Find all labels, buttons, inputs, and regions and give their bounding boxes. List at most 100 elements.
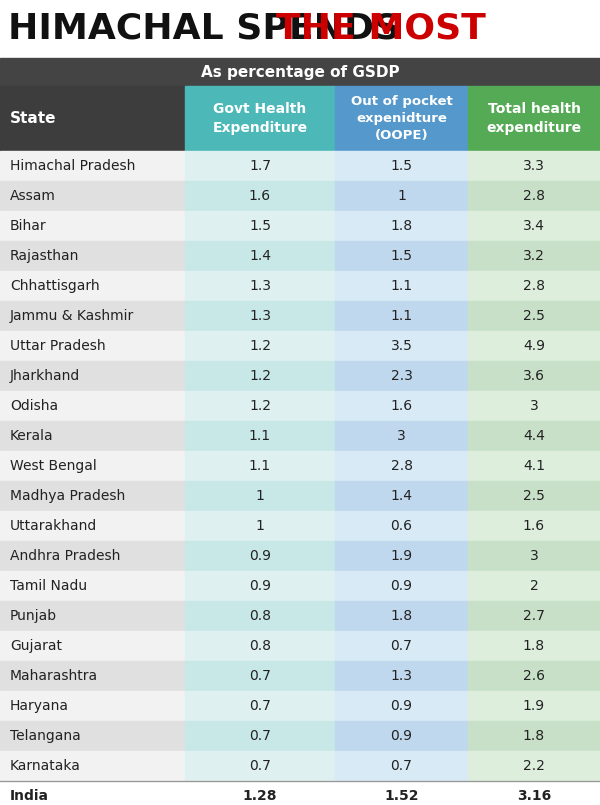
Text: 1.1: 1.1 bbox=[391, 279, 413, 293]
Bar bbox=[0, 721, 185, 751]
Text: 3: 3 bbox=[530, 549, 538, 563]
Bar bbox=[335, 271, 468, 301]
Bar bbox=[185, 271, 335, 301]
Bar bbox=[335, 86, 468, 151]
Text: 3: 3 bbox=[397, 429, 406, 443]
Text: Odisha: Odisha bbox=[10, 399, 58, 413]
Bar bbox=[468, 721, 600, 751]
Bar bbox=[468, 691, 600, 721]
Text: 2.8: 2.8 bbox=[523, 189, 545, 203]
Bar bbox=[0, 421, 185, 451]
Bar bbox=[185, 511, 335, 541]
Bar bbox=[0, 661, 185, 691]
Text: Bihar: Bihar bbox=[10, 219, 47, 233]
Bar bbox=[185, 631, 335, 661]
Bar bbox=[335, 451, 468, 481]
Text: 1.8: 1.8 bbox=[391, 609, 413, 623]
Bar bbox=[468, 571, 600, 601]
Text: Gujarat: Gujarat bbox=[10, 639, 62, 653]
Bar bbox=[468, 661, 600, 691]
Bar bbox=[185, 151, 335, 181]
Bar bbox=[0, 361, 185, 391]
Bar bbox=[0, 631, 185, 661]
Text: 1: 1 bbox=[256, 489, 265, 503]
Text: 1: 1 bbox=[256, 519, 265, 533]
Text: 3.2: 3.2 bbox=[523, 249, 545, 263]
Text: 1.2: 1.2 bbox=[249, 369, 271, 383]
Bar bbox=[185, 541, 335, 571]
Bar bbox=[335, 361, 468, 391]
Text: Haryana: Haryana bbox=[10, 699, 69, 713]
Bar bbox=[468, 481, 600, 511]
Text: 4.9: 4.9 bbox=[523, 339, 545, 353]
Bar bbox=[468, 271, 600, 301]
Bar bbox=[468, 451, 600, 481]
Bar bbox=[185, 181, 335, 211]
Bar bbox=[335, 511, 468, 541]
Bar bbox=[335, 751, 468, 781]
Text: 0.7: 0.7 bbox=[249, 729, 271, 743]
Bar bbox=[468, 361, 600, 391]
Bar bbox=[0, 0, 600, 58]
Text: 3.3: 3.3 bbox=[523, 159, 545, 173]
Text: 1.3: 1.3 bbox=[249, 309, 271, 323]
Bar bbox=[185, 361, 335, 391]
Bar bbox=[468, 541, 600, 571]
Text: State: State bbox=[10, 111, 56, 126]
Text: Assam: Assam bbox=[10, 189, 56, 203]
Bar bbox=[468, 601, 600, 631]
Text: 0.7: 0.7 bbox=[249, 759, 271, 773]
Bar bbox=[335, 661, 468, 691]
Bar bbox=[335, 691, 468, 721]
Text: 2.5: 2.5 bbox=[523, 309, 545, 323]
Text: As percentage of GSDP: As percentage of GSDP bbox=[200, 64, 400, 80]
Text: 1.5: 1.5 bbox=[391, 159, 413, 173]
Bar bbox=[185, 691, 335, 721]
Text: 1.28: 1.28 bbox=[243, 789, 277, 803]
Bar bbox=[335, 421, 468, 451]
Bar bbox=[0, 331, 185, 361]
Text: HIMACHAL SPENDS: HIMACHAL SPENDS bbox=[8, 12, 413, 46]
Bar bbox=[185, 86, 335, 151]
Bar bbox=[335, 541, 468, 571]
Bar bbox=[0, 301, 185, 331]
Text: 2: 2 bbox=[530, 579, 538, 593]
Bar bbox=[335, 631, 468, 661]
Text: Karnataka: Karnataka bbox=[10, 759, 81, 773]
Bar bbox=[185, 721, 335, 751]
Text: Tamil Nadu: Tamil Nadu bbox=[10, 579, 87, 593]
Text: 1.1: 1.1 bbox=[249, 459, 271, 473]
Text: 0.7: 0.7 bbox=[391, 759, 412, 773]
Text: 1: 1 bbox=[397, 189, 406, 203]
Text: 1.9: 1.9 bbox=[391, 549, 413, 563]
Bar bbox=[185, 571, 335, 601]
Text: 1.9: 1.9 bbox=[523, 699, 545, 713]
Text: 3.6: 3.6 bbox=[523, 369, 545, 383]
Text: 1.8: 1.8 bbox=[523, 639, 545, 653]
Text: 4.1: 4.1 bbox=[523, 459, 545, 473]
Bar bbox=[468, 511, 600, 541]
Bar bbox=[335, 601, 468, 631]
Text: Maharashtra: Maharashtra bbox=[10, 669, 98, 683]
Text: 0.9: 0.9 bbox=[391, 729, 413, 743]
Bar bbox=[0, 58, 600, 86]
Bar bbox=[185, 781, 335, 805]
Bar bbox=[0, 211, 185, 241]
Text: 3.16: 3.16 bbox=[517, 789, 551, 803]
Bar bbox=[185, 751, 335, 781]
Text: 0.9: 0.9 bbox=[391, 579, 413, 593]
Text: 2.5: 2.5 bbox=[523, 489, 545, 503]
Bar bbox=[0, 541, 185, 571]
Bar bbox=[335, 721, 468, 751]
Text: 0.6: 0.6 bbox=[391, 519, 413, 533]
Text: 0.7: 0.7 bbox=[391, 639, 412, 653]
Bar bbox=[335, 781, 468, 805]
Text: 0.8: 0.8 bbox=[249, 609, 271, 623]
Bar bbox=[468, 86, 600, 151]
Text: 2.2: 2.2 bbox=[523, 759, 545, 773]
Bar bbox=[0, 86, 185, 151]
Bar bbox=[185, 391, 335, 421]
Text: 1.8: 1.8 bbox=[391, 219, 413, 233]
Bar bbox=[468, 241, 600, 271]
Bar bbox=[185, 481, 335, 511]
